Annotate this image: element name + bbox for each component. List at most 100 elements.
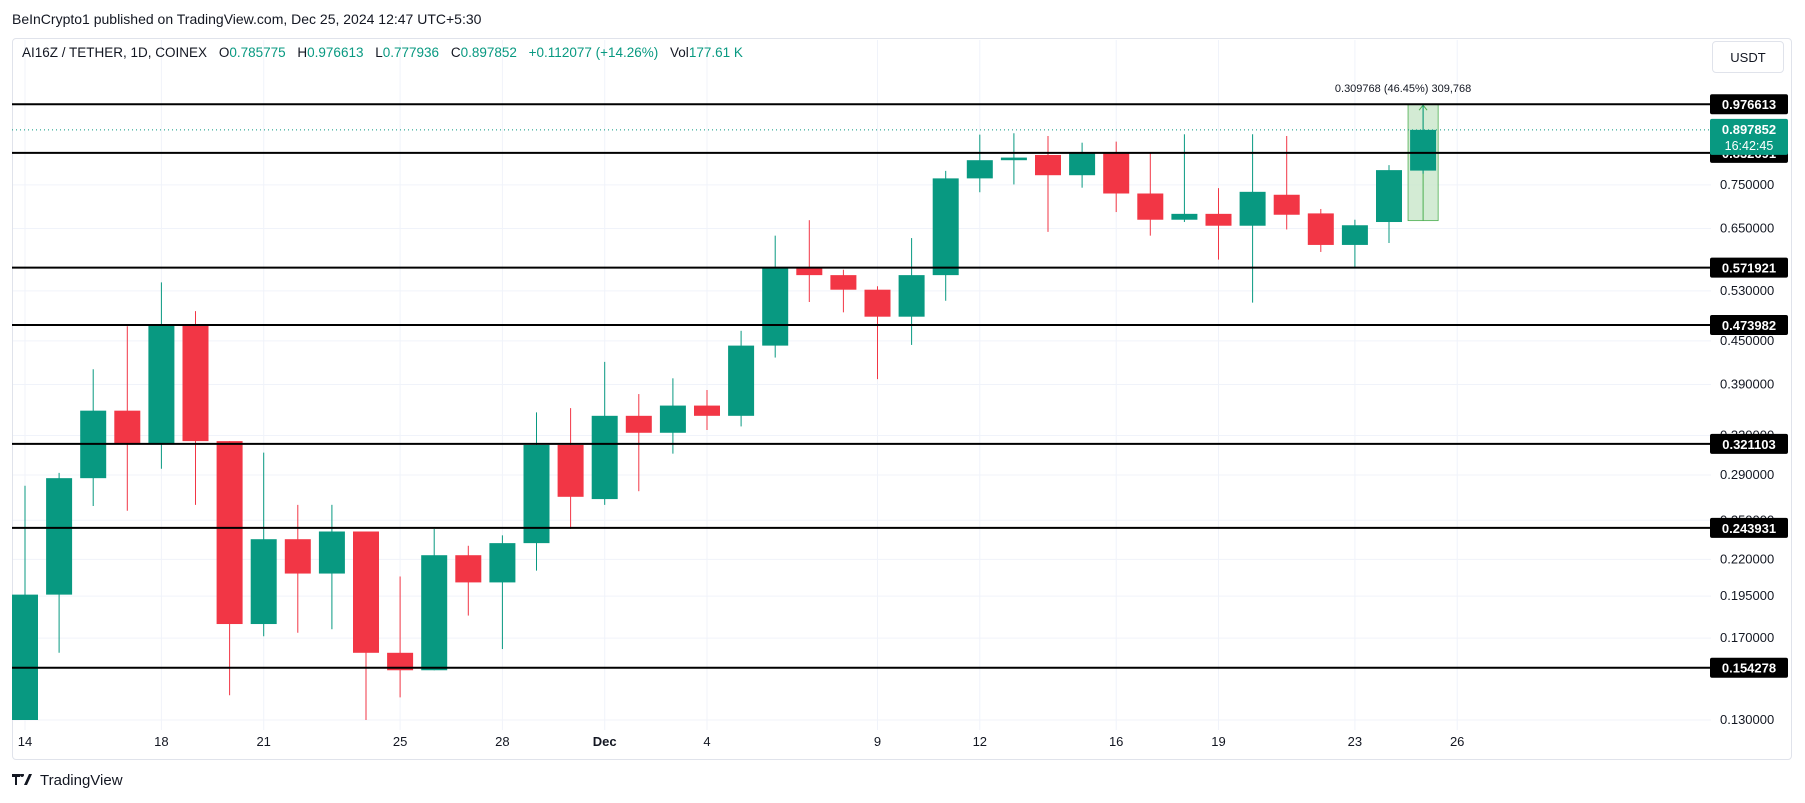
measure-label: 0.309768 (46.45%) 309,768 [1335,83,1471,95]
candle-body [1273,194,1300,215]
x-tick-label: 25 [393,734,407,749]
open-value: 0.785775 [229,45,286,60]
symbol-label[interactable]: AI16Z / TETHER, 1D, COINEX [22,45,208,60]
y-tick-label: 0.290000 [1720,467,1774,482]
level-tag-bg [1710,314,1788,335]
price-tag-bg [1710,118,1788,155]
x-tick-label: 9 [874,734,881,749]
chart-frame [12,38,1792,760]
candle-body [1103,152,1130,194]
tradingview-logo[interactable]: TradingView [12,772,123,789]
x-tick-label: 26 [1450,734,1464,749]
candle-body [728,345,755,416]
candle-body [318,531,345,574]
candle-body [46,478,73,595]
close-value: 0.897852 [460,45,517,60]
volume-value: 177.61 K [688,45,743,60]
tradingview-logo-icon [12,773,32,785]
candle-body [830,275,857,290]
candle-body [864,289,891,317]
candle-body [694,405,720,416]
candle-body [114,410,141,444]
level-tag-bg [1710,657,1788,678]
change-value: +0.112077 (+14.26%) [528,45,659,60]
level-tag-bg [1710,257,1788,278]
candle-body [1341,225,1368,245]
x-tick-label: 16 [1109,734,1123,749]
level-tag-label: 0.321103 [1722,437,1776,452]
level-tag-bg [1710,517,1788,538]
candle-body [421,555,448,671]
tradingview-brand: TradingView [40,772,123,789]
candle-body [1137,193,1164,220]
candle-body [250,539,277,625]
level-tag-label: 0.571921 [1722,261,1776,276]
candle-body [1205,213,1232,226]
price-tag-value: 0.897852 [1722,122,1776,137]
candle-body [1069,152,1096,176]
close-label: C [450,45,461,60]
candle-body [1171,213,1198,220]
candle-body [1000,157,1027,161]
x-tick-label: 4 [703,734,710,749]
x-tick-label: Dec [593,734,617,749]
ohlc-legend: AI16Z / TETHER, 1D, COINEX O0.785775 H0.… [22,45,751,60]
candle-body [455,555,482,583]
candle-body [591,415,618,500]
candle-body [557,444,584,497]
x-tick-label: 28 [495,734,509,749]
x-tick-label: 21 [256,734,270,749]
y-tick-label: 0.220000 [1720,551,1774,566]
candle-body [898,275,925,317]
x-tick-label: 23 [1348,734,1362,749]
volume-label: Vol [670,45,689,60]
level-tag-label: 0.976613 [1722,97,1776,112]
y-tick-label: 0.530000 [1720,283,1774,298]
candle-body [1035,154,1061,176]
candle-body [625,415,652,433]
candle-body [1376,170,1402,223]
candle-body [1307,213,1334,245]
level-tag-label: 0.154278 [1722,661,1776,676]
level-tag-label: 0.473982 [1722,318,1776,333]
currency-button[interactable]: USDT [1712,41,1784,73]
candle-body [932,178,959,276]
candle-body [284,539,311,574]
candle-body [182,324,209,442]
candle-body [387,652,414,671]
candle-body [796,267,823,276]
low-value: 0.777936 [382,45,440,60]
y-tick-label: 0.170000 [1720,630,1774,645]
open-label: O [218,45,230,60]
candle-body [489,543,516,583]
level-tag-label: 0.243931 [1722,521,1776,536]
candle-body [148,324,175,444]
y-tick-label: 0.195000 [1720,588,1774,603]
candle-body [659,405,686,433]
level-tag-bg [1710,94,1788,115]
candle-body [12,594,38,720]
y-tick-label: 0.750000 [1720,177,1774,192]
x-tick-label: 19 [1211,734,1225,749]
low-label: L [375,45,383,60]
x-tick-label: 14 [18,734,32,749]
high-value: 0.976613 [307,45,364,60]
candle-body [1410,129,1437,171]
candle-body [1239,191,1266,226]
candle-body [216,441,243,625]
x-tick-label: 12 [973,734,987,749]
price-tag-countdown: 16:42:45 [1725,139,1774,153]
y-tick-label: 0.650000 [1720,221,1774,236]
y-tick-label: 0.450000 [1720,333,1774,348]
candle-body [762,267,789,346]
candle-body [966,160,993,179]
y-tick-label: 0.390000 [1720,377,1774,392]
candle-body [353,531,379,653]
level-tag-bg [1710,433,1788,454]
y-tick-label: 0.130000 [1720,712,1774,727]
high-label: H [297,45,308,60]
x-tick-label: 18 [154,734,168,749]
candle-body [523,444,550,544]
publisher-line: BeInCrypto1 published on TradingView.com… [12,11,482,27]
